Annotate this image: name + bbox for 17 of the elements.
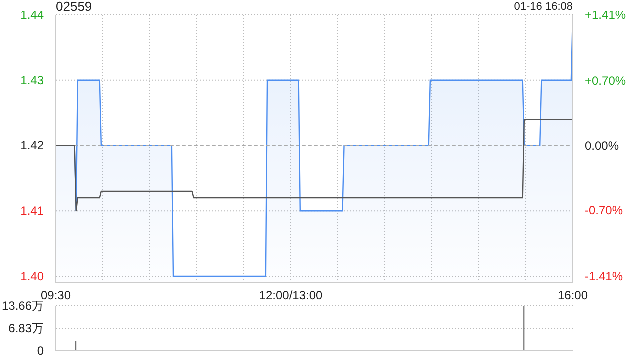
- y-tick-label: 1.41: [20, 204, 44, 218]
- y-tick-label: 1.43: [20, 73, 44, 88]
- y2-tick-label: 0.00%: [585, 138, 620, 153]
- y2-tick-label: +1.41%: [585, 8, 626, 22]
- chart-title: 02559: [56, 0, 92, 14]
- y-tick-label: 1.42: [20, 138, 44, 153]
- y-tick-label: 6.83万: [8, 322, 44, 336]
- y2-tick-label: -1.41%: [585, 270, 624, 284]
- y-tick-label: 0: [37, 344, 44, 358]
- chart-subtitle: 01-16 16:08: [514, 1, 573, 13]
- x-tick-label: 16:00: [558, 288, 588, 303]
- y2-tick-label: -0.70%: [585, 204, 624, 218]
- y2-tick-label: +0.70%: [585, 74, 626, 88]
- y-tick-label: 1.40: [20, 269, 44, 284]
- line-series: [56, 118, 573, 212]
- x-tick-label: 12:00/13:00: [259, 288, 324, 303]
- y-tick-label: 1.44: [20, 8, 44, 22]
